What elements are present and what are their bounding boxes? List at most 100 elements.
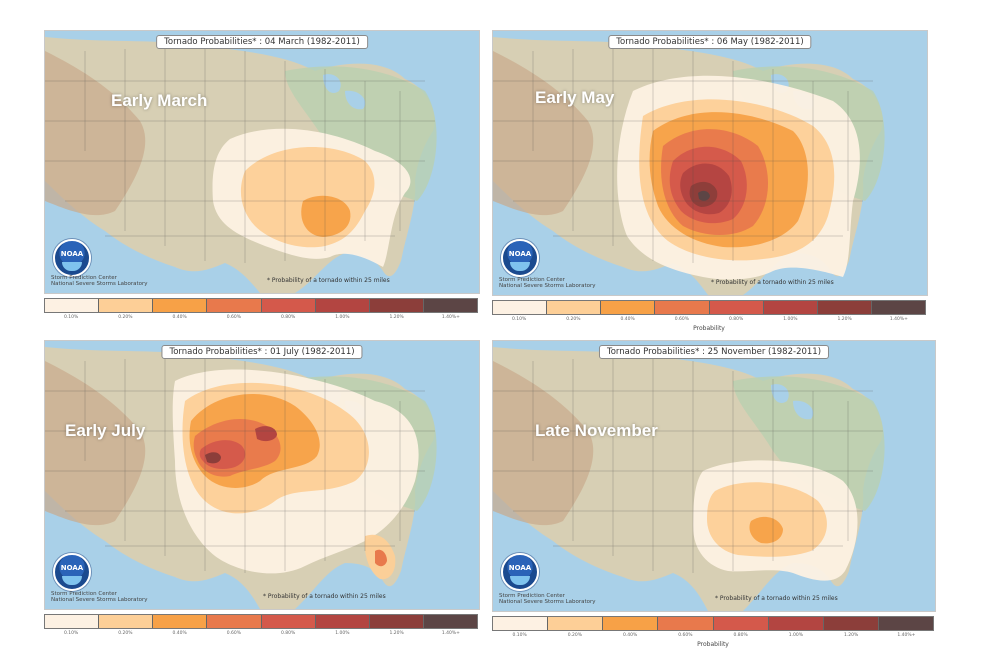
legend-tick: 0.10% [512, 633, 527, 638]
legend-tick: 0.40% [172, 315, 187, 320]
legend-swatch [768, 617, 824, 630]
legend-tick: 0.10% [63, 315, 79, 320]
legend-tick: 0.80% [728, 317, 744, 322]
probability-note: * Probability of a tornado within 25 mil… [263, 593, 386, 600]
legend-ticks: 0.10% 0.20% 0.40% 0.60% 0.80% 1.00% 1.20… [44, 315, 478, 323]
map-march: Tornado Probabilities* : 04 March (1982-… [44, 30, 480, 294]
legend-colorbar [492, 300, 926, 315]
legend-tick: 0.40% [622, 633, 638, 638]
map-panel-july: Tornado Probabilities* : 01 July (1982-2… [44, 340, 480, 664]
legend-swatch [153, 615, 208, 628]
probability-legend: 0.10% 0.20% 0.40% 0.60% 0.80% 1.00% 1.20… [492, 300, 926, 334]
map-panel-may: Tornado Probabilities* : 06 May (1982-20… [492, 30, 928, 356]
legend-tick: 0.40% [172, 631, 187, 636]
legend-swatch [548, 617, 604, 630]
legend-tick: 0.60% [226, 631, 242, 636]
legend-swatch [763, 301, 818, 314]
legend-swatch [369, 615, 424, 628]
map-panel-november: Tornado Probabilities* : 25 November (19… [492, 340, 936, 664]
season-label: Early March [111, 91, 208, 110]
season-label: Late November [535, 421, 658, 440]
legend-tick: 1.00% [788, 633, 804, 638]
map-march-graphic [45, 31, 479, 293]
legend-tick: 0.60% [674, 317, 690, 322]
legend-swatch [45, 615, 100, 628]
legend-swatch [817, 301, 872, 314]
legend-swatch [207, 299, 262, 312]
legend-ticks: 0.10% 0.20% 0.40% 0.60% 0.80% 1.00% 1.20… [492, 633, 934, 641]
legend-swatch [99, 299, 154, 312]
legend-tick: 1.00% [335, 631, 350, 636]
legend-swatch [547, 301, 602, 314]
legend-swatch [603, 617, 659, 630]
map-july-graphic [45, 341, 479, 609]
legend-tick: 0.80% [280, 631, 296, 636]
legend-tick: 0.80% [733, 633, 748, 638]
legend-swatch [871, 301, 925, 314]
legend-tick: 1.20% [843, 633, 859, 638]
season-label: Early July [65, 421, 146, 440]
footer-credits: Storm Prediction Center National Severe S… [51, 275, 148, 287]
probability-note: * Probability of a tornado within 25 mil… [267, 277, 390, 284]
legend-tick: 0.40% [620, 317, 635, 322]
legend-colorbar [44, 298, 478, 313]
legend-title: Probability [693, 325, 725, 332]
noaa-logo: NOAA [501, 553, 539, 591]
legend-tick: 0.20% [566, 317, 581, 322]
legend-tick: 0.20% [118, 631, 133, 636]
legend-swatch [655, 301, 710, 314]
legend-swatch [99, 615, 154, 628]
legend-swatch [261, 299, 316, 312]
legend-colorbar [492, 616, 934, 631]
legend-tick: 0.20% [567, 633, 583, 638]
legend-tick: 0.60% [226, 315, 242, 320]
footer-credits: Storm Prediction Center National Severe S… [499, 277, 596, 289]
legend-tick: 1.00% [335, 315, 350, 320]
legend-swatch [601, 301, 656, 314]
legend-tick: 0.10% [63, 631, 79, 636]
legend-tick: 1.00% [783, 317, 798, 322]
footer-credits: Storm Prediction Center National Severe S… [51, 591, 148, 603]
legend-swatch [823, 617, 879, 630]
legend-swatch [878, 617, 933, 630]
legend-swatch [261, 615, 316, 628]
legend-tick: 0.20% [118, 315, 133, 320]
probability-note: * Probability of a tornado within 25 mil… [715, 595, 838, 602]
legend-title: Probability [697, 641, 729, 648]
map-title: Tornado Probabilities* : 01 July (1982-2… [161, 345, 363, 359]
legend-tick: 1.40%+ [889, 317, 908, 322]
legend-swatch [423, 615, 477, 628]
probability-legend: 0.10% 0.20% 0.40% 0.60% 0.80% 1.00% 1.20… [492, 616, 934, 650]
legend-ticks: 0.10% 0.20% 0.40% 0.60% 0.80% 1.00% 1.20… [44, 631, 478, 639]
legend-swatch [45, 299, 100, 312]
map-title: Tornado Probabilities* : 25 November (19… [598, 345, 830, 359]
map-panel-march: Tornado Probabilities* : 04 March (1982-… [44, 30, 480, 356]
legend-swatch [493, 301, 548, 314]
legend-swatch [658, 617, 714, 630]
legend-tick: 0.80% [280, 315, 296, 320]
noaa-logo: NOAA [53, 239, 91, 277]
season-label: Early May [535, 88, 615, 107]
probability-legend: 0.10% 0.20% 0.40% 0.60% 0.80% 1.00% 1.20… [44, 298, 478, 332]
noaa-logo: NOAA [501, 239, 539, 277]
legend-tick: 0.60% [678, 633, 693, 638]
map-july: Tornado Probabilities* : 01 July (1982-2… [44, 340, 480, 610]
probability-note: * Probability of a tornado within 25 mil… [711, 279, 834, 286]
footer-credits: Storm Prediction Center National Severe S… [499, 593, 596, 605]
legend-tick: 0.10% [511, 317, 527, 322]
legend-tick: 1.40%+ [897, 633, 916, 638]
legend-swatch [493, 617, 549, 630]
legend-ticks: 0.10% 0.20% 0.40% 0.60% 0.80% 1.00% 1.20… [492, 317, 926, 325]
legend-tick: 1.20% [837, 317, 852, 322]
legend-swatch [207, 615, 262, 628]
legend-swatch [315, 299, 370, 312]
map-title: Tornado Probabilities* : 06 May (1982-20… [608, 35, 812, 49]
legend-tick: 1.40%+ [441, 631, 460, 636]
legend-swatch [713, 617, 769, 630]
legend-swatch [153, 299, 208, 312]
legend-swatch [709, 301, 764, 314]
map-may-graphic [493, 31, 927, 295]
legend-swatch [369, 299, 424, 312]
map-november: Tornado Probabilities* : 25 November (19… [492, 340, 936, 612]
noaa-logo: NOAA [53, 553, 91, 591]
